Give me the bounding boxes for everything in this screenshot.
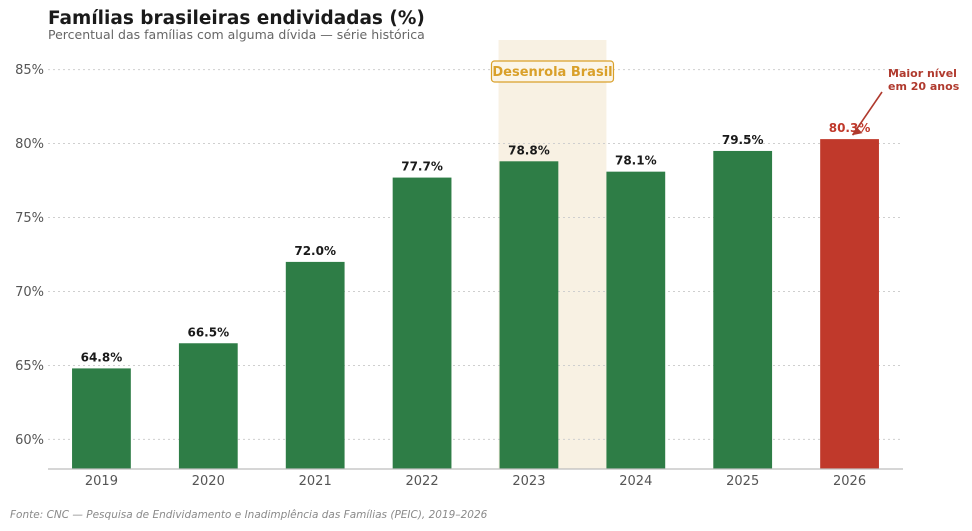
y-tick-label: 60% [15, 433, 44, 448]
data-label: 79.5% [722, 133, 764, 147]
x-tick-label: 2026 [833, 474, 866, 489]
annotation-arrow [851, 91, 883, 136]
y-tick-label: 85% [15, 63, 44, 78]
chart-subtitle: Percentual das famílias com alguma dívid… [48, 27, 425, 42]
data-label: 64.8% [81, 350, 123, 364]
annotation-arrowhead [852, 127, 863, 136]
shaded-period-label-box [490, 60, 615, 83]
x-tick-label: 2019 [85, 474, 118, 489]
data-label: 77.7% [401, 160, 443, 174]
bar [392, 177, 452, 469]
y-tick-label: 70% [15, 285, 44, 300]
x-tick-label: 2020 [192, 474, 225, 489]
x-tick-label: 2023 [512, 474, 545, 489]
source-note: Fonte: CNC — Pesquisa de Endividamento e… [10, 509, 488, 521]
y-tick-label: 80% [15, 137, 44, 152]
bar [178, 343, 238, 469]
x-tick-label: 2024 [619, 474, 652, 489]
bar [606, 171, 666, 469]
data-label: 80.3% [829, 121, 871, 135]
annotation-text: Maior nível em 20 anos [888, 67, 960, 93]
data-label: 66.5% [187, 325, 229, 339]
data-label: 78.8% [508, 143, 550, 157]
x-tick-label: 2025 [726, 474, 759, 489]
x-tick-label: 2021 [299, 474, 332, 489]
data-label: 72.0% [294, 244, 336, 258]
bar [499, 161, 559, 469]
bar [820, 139, 879, 469]
y-tick-label: 65% [15, 359, 44, 374]
x-tick-label: 2022 [406, 474, 439, 489]
shaded-period-label: Desenrola Brasil [492, 65, 612, 80]
bar [72, 368, 131, 469]
bar [713, 150, 773, 469]
y-tick-label: 75% [15, 211, 44, 226]
data-label: 78.1% [615, 154, 657, 168]
chart-title: Famílias brasileiras endividadas (%) [48, 8, 425, 29]
bar [285, 261, 345, 469]
